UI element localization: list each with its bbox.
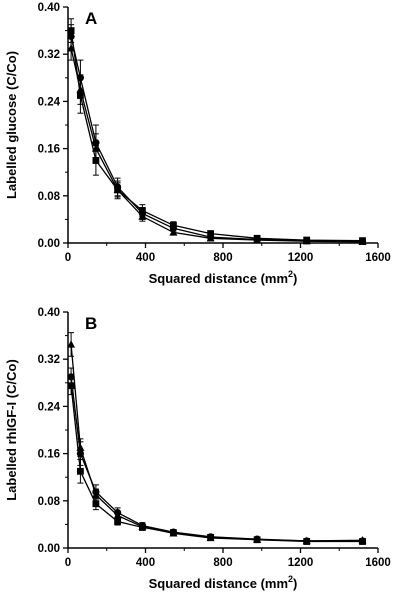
series-line [70, 376, 363, 542]
data-point-square [359, 237, 366, 245]
data-point-square [253, 234, 261, 242]
chart-panel-a: 0.00 0.08 0.16 0.24 0.32 0.40 0 400 800 1200 1600 S… [4, 2, 391, 286]
panel-label: A [85, 9, 97, 28]
x-tick-label: 800 [213, 252, 232, 264]
data-point-square [207, 230, 214, 237]
chart-panel-b: 0.00 0.08 0.16 0.24 0.32 0.40 0 400 800 1200 1600 S… [4, 307, 391, 591]
series-line [70, 48, 363, 243]
y-axis-title: Labelled rhIGF-I (C/Co) [4, 359, 19, 501]
x-axis-title-end: ) [293, 271, 297, 286]
x-tick-label: 800 [213, 557, 232, 569]
data-point-square [114, 186, 121, 194]
x-tick-label: 400 [136, 557, 155, 569]
y-tick-label: 0.40 [38, 2, 60, 14]
y-tick-label: 0.00 [38, 238, 60, 250]
x-axis-title: Squared distance (mm2) [149, 574, 298, 591]
y-tick-label: 0.08 [38, 496, 61, 508]
y-tick-label: 0.16 [38, 449, 60, 461]
x-axis-title-superscript: 2 [288, 269, 293, 279]
x-axis-title: Squared distance (mm2) [149, 269, 298, 286]
data-point-square [359, 538, 366, 545]
x-axis-title-main: Squared distance (mm [149, 576, 288, 591]
data-point-square [170, 529, 177, 537]
series-circle [67, 24, 367, 245]
y-tick-label: 0.24 [38, 401, 61, 413]
series-line [70, 30, 363, 242]
series-line [70, 36, 363, 242]
data-point-triangle [67, 340, 76, 348]
data-point-triangle [169, 228, 178, 236]
data-point-square [67, 382, 75, 390]
x-tick-label: 1200 [288, 252, 314, 264]
x-tick-label: 0 [65, 252, 71, 264]
series-square [67, 18, 366, 245]
x-tick-label: 1600 [365, 252, 391, 264]
y-tick-label: 0.08 [38, 191, 61, 203]
x-axis-title-end: ) [293, 576, 297, 591]
data-point-square [207, 533, 214, 541]
x-axis-title-main: Squared distance (mm [149, 271, 288, 286]
y-tick-label: 0.16 [38, 144, 60, 156]
data-point-square [77, 92, 84, 99]
data-point-square [139, 523, 146, 531]
y-tick-label: 0.32 [38, 354, 60, 366]
series-circle [67, 367, 367, 545]
data-point-square [114, 518, 121, 525]
x-tick-label: 400 [136, 252, 155, 264]
data-point-square [139, 207, 146, 214]
series-triangle [67, 36, 367, 246]
panel-label: B [85, 314, 97, 333]
data-point-square [92, 500, 100, 508]
y-tick-label: 0.00 [38, 543, 60, 555]
y-tick-label: 0.24 [38, 96, 61, 108]
series-triangle [67, 332, 367, 545]
data-point-square [303, 538, 311, 545]
series-line [70, 385, 363, 543]
data-point-square [303, 236, 311, 244]
data-point-triangle [67, 44, 76, 52]
y-tick-label: 0.32 [38, 49, 60, 61]
y-axis-title: Labelled glucose (C/Co) [4, 51, 19, 199]
x-axis-title-superscript: 2 [288, 574, 293, 584]
x-tick-label: 1600 [365, 557, 391, 569]
data-point-triangle [206, 234, 215, 242]
data-point-square [170, 221, 177, 229]
data-point-triangle [91, 490, 100, 499]
x-tick-label: 1200 [288, 557, 314, 569]
y-tick-label: 0.40 [38, 307, 60, 319]
data-point-square [77, 467, 84, 475]
series-square [67, 376, 366, 545]
data-point-triangle [113, 511, 122, 519]
data-point-square [253, 536, 261, 544]
data-point-square [92, 157, 100, 164]
x-tick-label: 0 [65, 557, 71, 569]
data-point-square [67, 27, 75, 34]
